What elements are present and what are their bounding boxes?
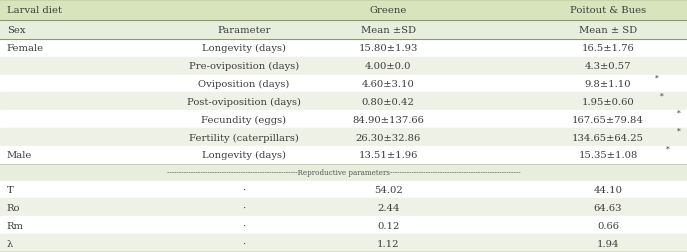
Text: Larval diet: Larval diet [7, 6, 62, 15]
Text: 64.63: 64.63 [594, 203, 622, 212]
Text: 44.10: 44.10 [594, 185, 622, 194]
Text: Mean ±SD: Mean ±SD [361, 26, 416, 35]
Text: ·: · [243, 221, 245, 230]
Text: Parameter: Parameter [217, 26, 271, 35]
Text: *: * [660, 92, 664, 100]
Text: Sex: Sex [7, 26, 25, 35]
Text: Mean ± SD: Mean ± SD [579, 26, 637, 35]
Text: 13.51±1.96: 13.51±1.96 [359, 151, 418, 160]
Text: 4.3±0.57: 4.3±0.57 [585, 62, 631, 71]
Text: 134.65±64.25: 134.65±64.25 [572, 133, 644, 142]
Text: 84.90±137.66: 84.90±137.66 [352, 115, 424, 124]
Text: 15.80±1.93: 15.80±1.93 [359, 44, 418, 53]
Bar [0, 234, 687, 252]
Text: Fertility (caterpillars): Fertility (caterpillars) [189, 133, 299, 142]
Text: 9.8±1.10: 9.8±1.10 [585, 80, 631, 89]
Text: 16.5±1.76: 16.5±1.76 [582, 44, 634, 53]
Text: *: * [677, 127, 680, 135]
Text: ·: · [243, 239, 245, 248]
Bar [0, 75, 687, 93]
Text: 4.60±3.10: 4.60±3.10 [362, 80, 414, 89]
Text: 2.44: 2.44 [377, 203, 399, 212]
Text: Oviposition (days): Oviposition (days) [198, 80, 290, 89]
Text: T: T [7, 185, 14, 194]
Text: Greene: Greene [370, 6, 407, 15]
Bar [0, 216, 687, 234]
Text: 167.65±79.84: 167.65±79.84 [572, 115, 644, 124]
Bar [0, 40, 687, 57]
Bar [0, 199, 687, 216]
Text: λ: λ [7, 239, 13, 248]
Text: 4.00±0.0: 4.00±0.0 [365, 62, 412, 71]
Bar [0, 129, 687, 146]
Text: Female: Female [7, 44, 44, 53]
Bar [0, 57, 687, 75]
Text: *: * [677, 110, 680, 117]
Bar [0, 181, 687, 199]
Bar [0, 93, 687, 111]
Text: Pre-oviposition (days): Pre-oviposition (days) [189, 62, 299, 71]
Bar [0, 164, 687, 181]
Text: 0.12: 0.12 [377, 221, 399, 230]
Text: 1.95±0.60: 1.95±0.60 [582, 98, 634, 106]
Bar [0, 146, 687, 164]
Text: 15.35±1.08: 15.35±1.08 [578, 151, 638, 160]
Text: 1.12: 1.12 [377, 239, 399, 248]
Text: Longevity (days): Longevity (days) [202, 44, 286, 53]
Text: Longevity (days): Longevity (days) [202, 151, 286, 160]
Bar [0, 111, 687, 129]
Text: ·: · [243, 185, 245, 194]
Text: Poitout & Bues: Poitout & Bues [570, 6, 646, 15]
Text: *: * [666, 145, 670, 153]
Text: 54.02: 54.02 [374, 185, 403, 194]
Bar [0, 0, 687, 21]
Text: 1.94: 1.94 [597, 239, 619, 248]
Text: -------------------------------------------------------Reproductive parameters--: ----------------------------------------… [167, 169, 520, 176]
Text: Rm: Rm [7, 221, 24, 230]
Bar [0, 21, 687, 40]
Text: 0.80±0.42: 0.80±0.42 [362, 98, 414, 106]
Text: Fecundity (eggs): Fecundity (eggs) [201, 115, 286, 124]
Text: Ro: Ro [7, 203, 21, 212]
Text: *: * [655, 74, 659, 82]
Text: 26.30±32.86: 26.30±32.86 [356, 133, 420, 142]
Text: ·: · [243, 203, 245, 212]
Text: Male: Male [7, 151, 32, 160]
Text: 0.66: 0.66 [597, 221, 619, 230]
Text: Post-oviposition (days): Post-oviposition (days) [187, 98, 301, 107]
